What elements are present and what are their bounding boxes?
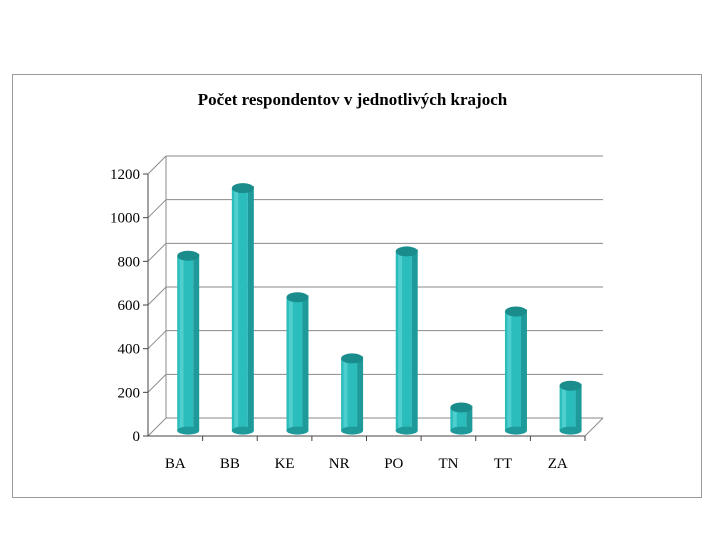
gridline-diagonal	[147, 417, 167, 437]
bar-top	[286, 292, 309, 303]
bar-highlight	[452, 407, 457, 431]
bar-top	[504, 306, 527, 317]
y-tick-label: 200	[118, 385, 141, 401]
y-tick-label: 1000	[110, 211, 140, 227]
bar-highlight	[288, 297, 293, 431]
x-tick-labels: BA BB KE NR PO TN TT ZA	[165, 456, 568, 472]
bar-side	[466, 405, 473, 431]
bar-highlight	[398, 251, 403, 431]
bar-base	[504, 426, 527, 435]
gridline-diagonal	[147, 330, 167, 350]
gridline-diagonal	[147, 242, 167, 262]
bar-highlight	[507, 311, 512, 431]
y-tick-label: 600	[118, 298, 141, 314]
x-tick-label: TT	[494, 456, 512, 472]
bar	[341, 353, 364, 435]
gridline-diagonal	[147, 373, 167, 393]
bar	[286, 292, 309, 435]
bar-highlight	[234, 188, 239, 431]
bar-base	[450, 426, 473, 435]
gridline-diagonal	[147, 199, 167, 219]
y-tick-label: 400	[118, 342, 141, 358]
bar-top	[341, 353, 364, 364]
bar-front	[177, 255, 194, 431]
gridlines	[147, 155, 603, 437]
chart-title: Počet respondentov v jednotlivých krajoc…	[197, 90, 508, 109]
bar	[395, 246, 418, 435]
bar-side	[411, 249, 418, 431]
bar-base	[395, 426, 418, 435]
bar-side	[302, 295, 309, 431]
bar-top	[177, 250, 200, 261]
bar-top	[559, 380, 582, 391]
x-tick-label: TN	[438, 456, 458, 472]
x-tick-label: PO	[384, 456, 403, 472]
bars	[177, 183, 582, 435]
bar-side	[193, 253, 200, 431]
y-tick-label: 0	[133, 429, 141, 445]
bar	[450, 402, 473, 435]
bar-base	[231, 426, 254, 435]
bar-side	[357, 356, 364, 431]
bar-base	[177, 426, 200, 435]
x-tick-label: BB	[220, 456, 240, 472]
x-tick-label: NR	[329, 456, 350, 472]
y-tick-label: 800	[118, 254, 141, 270]
bar-side	[520, 309, 527, 431]
gridline-diagonal	[147, 286, 167, 306]
bar-highlight	[561, 385, 566, 431]
x-tick-label: BA	[165, 456, 186, 472]
bar-top	[450, 402, 473, 413]
x-tick-label: ZA	[548, 456, 568, 472]
y-tick-labels: 0 200 400 600 800 1000 1200	[110, 167, 140, 445]
bar-highlight	[179, 255, 184, 431]
bar-side	[247, 186, 254, 431]
bar	[559, 380, 582, 435]
bar-side	[575, 383, 582, 431]
bar	[177, 250, 200, 435]
bar-base	[286, 426, 309, 435]
bar	[504, 306, 527, 435]
floor-edge	[584, 417, 604, 437]
bar	[231, 183, 254, 435]
bar-highlight	[343, 358, 348, 431]
bar-front	[231, 188, 248, 431]
bar-top	[395, 246, 418, 257]
gridline-diagonal	[147, 155, 167, 175]
y-tick-label: 1200	[110, 167, 140, 183]
bar-base	[559, 426, 582, 435]
bar-top	[231, 183, 254, 194]
axes	[143, 156, 604, 441]
x-tick-label: KE	[275, 456, 295, 472]
bar-base	[341, 426, 364, 435]
